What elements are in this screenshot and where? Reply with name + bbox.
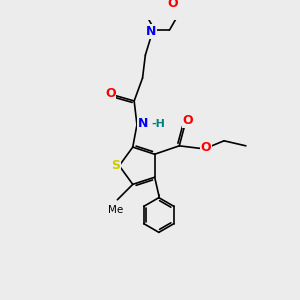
Text: N: N [138, 117, 148, 130]
Text: O: O [105, 88, 116, 100]
Text: S: S [111, 159, 120, 172]
Text: O: O [182, 114, 193, 127]
Text: N: N [146, 25, 157, 38]
Text: O: O [200, 141, 211, 154]
Text: Me: Me [107, 205, 123, 215]
Text: O: O [167, 0, 178, 10]
Text: -H: -H [151, 119, 165, 129]
